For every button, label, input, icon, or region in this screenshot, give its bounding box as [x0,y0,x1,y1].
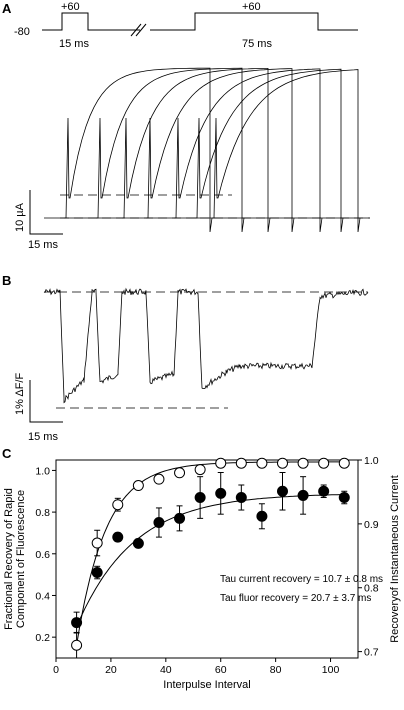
data-point-fluorescence [71,617,83,629]
fit-curve-current [76,461,346,646]
data-point-current [174,467,186,479]
current-sweep [64,67,213,233]
scale-time-a-label: 15 ms [28,239,58,251]
data-point-fluorescence [194,492,206,504]
y-left-tick-label: 0.2 [35,632,50,644]
current-sweep [146,68,295,233]
data-point-fluorescence [318,485,330,497]
y-left-tick-label: 0.8 [35,507,50,519]
step2-duration-label: 75 ms [242,38,272,50]
plot-frame [55,459,359,659]
step1-voltage-label: +60 [61,1,80,13]
holding-potential-label: -80 [14,26,30,38]
data-point-current [297,457,309,469]
data-point-fluorescence [174,512,186,524]
data-point-current [153,473,165,485]
data-point-fluorescence [256,510,268,522]
current-sweep [122,68,271,233]
data-point-fluorescence [235,492,247,504]
fluorescence-trace [43,287,369,404]
data-point-fluorescence [297,489,309,501]
data-point-fluorescence [91,567,103,579]
data-point-fluorescence [215,487,227,499]
current-sweep [174,68,323,233]
data-point-fluorescence [277,485,288,497]
tau-annotation: Tau fluor recovery = 20.7 ± 3.7 ms [220,593,371,604]
data-point-current [215,457,227,469]
panel-a-letter: A [2,1,12,16]
x-tick-label: 100 [322,664,340,676]
scale-bar-b [29,380,63,423]
y-left-tick-label: 0.6 [35,549,50,561]
data-point-current [71,639,83,651]
x-tick-label: 40 [160,664,172,676]
scale-bar-a [29,190,63,235]
current-sweep [96,67,245,233]
y-left-tick-label: 0.4 [35,590,50,602]
x-tick-label: 20 [105,664,117,676]
y-left-tick-label: 1.0 [35,465,50,477]
x-tick-label: 60 [215,664,227,676]
step2-voltage-label: +60 [242,1,261,13]
y-right-tick-label: 1.0 [364,455,379,467]
current-traces [44,67,370,233]
data-point-current [256,457,268,469]
data-point-current [277,457,288,469]
data-point-fluorescence [338,492,350,504]
current-sweep [195,68,344,233]
x-axis-title: Interpulse Interval [163,679,250,691]
scale-current-label: 10 µA [14,202,26,232]
data-point-current [194,464,206,476]
scale-time-b-label: 15 ms [28,431,58,443]
y-left-axis-title: Component of Fluorescence [15,490,27,628]
scale-fluor-label: 1% ΔF/F [14,373,26,415]
data-point-current [91,537,103,549]
y-right-tick-label: 0.7 [364,647,379,659]
data-point-fluorescence [132,537,144,549]
x-tick-label: 80 [270,664,282,676]
panel-c-letter: C [2,446,12,461]
data-point-current [112,499,124,511]
data-point-fluorescence [112,531,124,543]
data-point-current [132,480,144,492]
y-right-axis-title: Recoveryof Instantaneous Current [389,475,401,643]
data-point-fluorescence [153,517,165,529]
step1-duration-label: 15 ms [59,38,89,50]
data-point-current [338,457,350,469]
y-right-tick-label: 0.8 [364,583,379,595]
voltage-protocol [42,12,358,37]
tau-annotation: Tau current recovery = 10.7 ± 0.8 ms [220,574,383,585]
x-tick-label: 0 [53,664,59,676]
data-point-current [235,457,247,469]
recovery-chart: 0 20 40 60 80 100 0.2 0.4 0.6 0.8 1.0 0.7 0.8 0.9 1.0 I… [3,455,401,691]
panel-b-letter: B [2,273,11,288]
y-right-tick-label: 0.9 [364,519,379,531]
data-point-current [318,457,330,469]
y-left-axis-title: Fractional Recovery of Rapid [3,488,15,630]
current-sweep [212,69,361,233]
